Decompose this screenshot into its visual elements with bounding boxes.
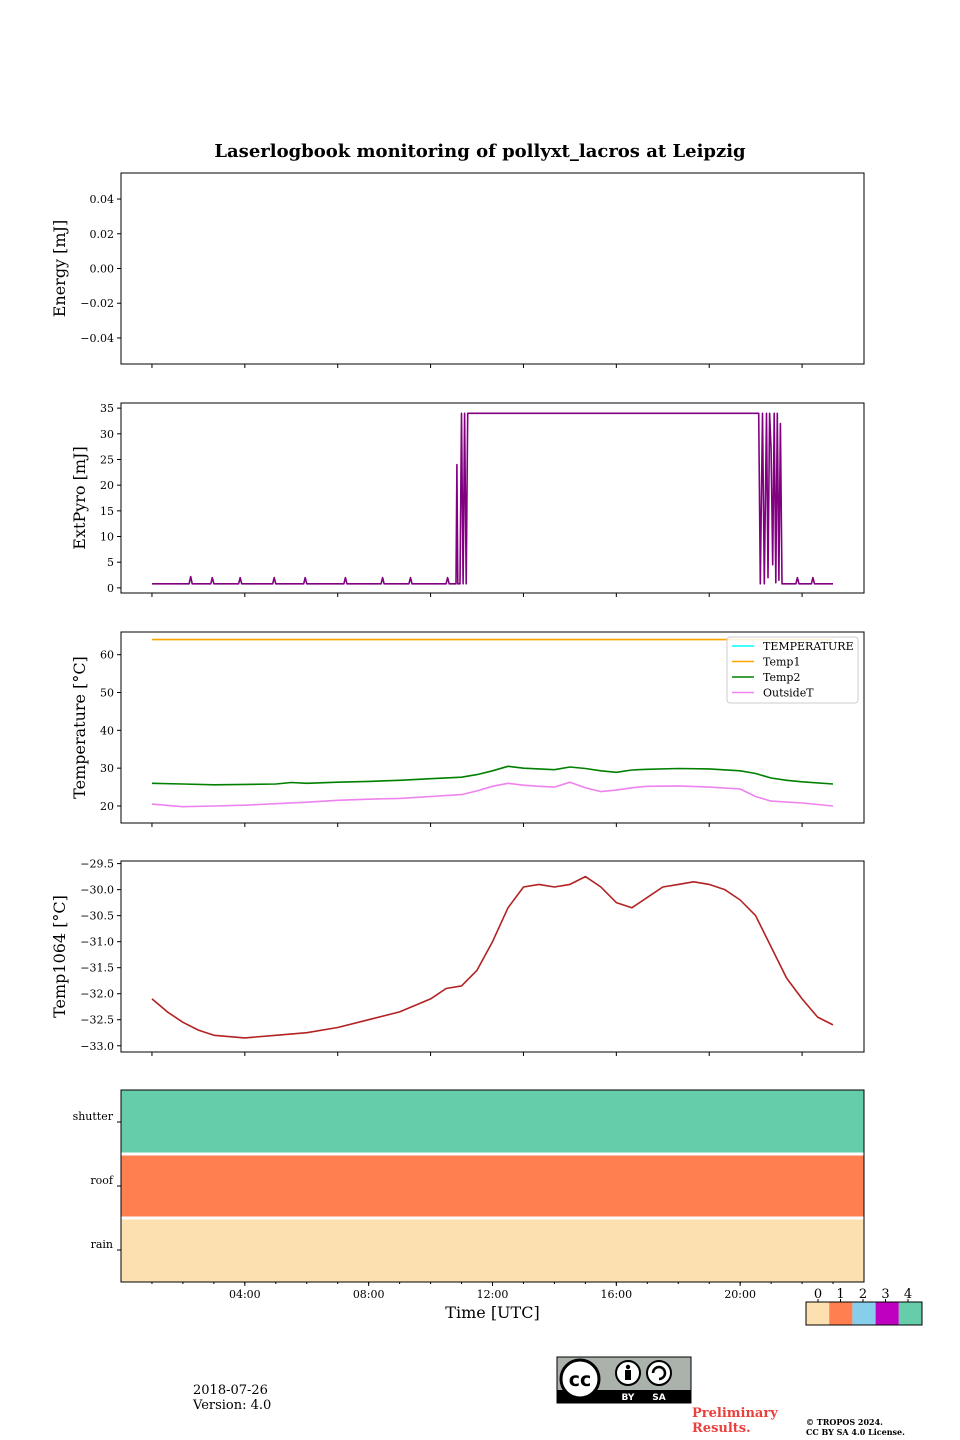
plot-frame — [120, 402, 865, 594]
y-tick-label: −31.0 — [80, 936, 114, 949]
preliminary-line-1: Preliminary — [692, 1406, 778, 1421]
colorbar-label-0: 0 — [814, 1287, 822, 1302]
preliminary-notice: Preliminary Results. — [692, 1406, 778, 1436]
y-tick-label: 60 — [100, 649, 114, 662]
status-row-roof — [121, 1154, 864, 1218]
status-label-roof: roof — [90, 1174, 114, 1187]
series-line-outsidet — [151, 781, 834, 808]
cc-letters: cc — [569, 1369, 592, 1391]
plot-frame — [120, 631, 865, 824]
y-tick-label: 5 — [107, 556, 114, 569]
colorbar-segment-2 — [852, 1302, 876, 1325]
y-tick-label: 10 — [100, 531, 114, 544]
colorbar-segment-1 — [829, 1302, 853, 1325]
legend-label-outsidet: OutsideT — [763, 687, 814, 700]
y-tick-label: −31.5 — [80, 962, 114, 975]
y-tick-label: 30 — [100, 428, 114, 441]
y-tick-label: 20 — [100, 479, 114, 492]
y-tick-label: −33.0 — [80, 1040, 114, 1053]
colorbar-label-1: 1 — [836, 1287, 844, 1302]
y-tick-label: 30 — [100, 762, 114, 775]
sa-share-icon — [646, 1360, 672, 1386]
y-tick-label: −30.0 — [80, 884, 114, 897]
person-body — [625, 1370, 631, 1380]
badge-text-sa: SA — [652, 1393, 665, 1403]
page-title: Laserlogbook monitoring of pollyxt_lacro… — [214, 141, 746, 162]
x-tick-label: 16:00 — [600, 1288, 632, 1301]
plot-frame — [120, 860, 865, 1053]
x-tick-label: 20:00 — [724, 1288, 756, 1301]
y-tick-label: −32.0 — [80, 988, 114, 1001]
colorbar-label-4: 4 — [904, 1287, 912, 1302]
legend: TEMPERATURE Temp1 Temp2 OutsideT — [726, 636, 859, 704]
y-tick-label: 0 — [107, 582, 114, 595]
colorbar-label-3: 3 — [881, 1287, 889, 1302]
y-tick-label: 0.00 — [90, 263, 115, 276]
x-tick-label: 04:00 — [229, 1288, 261, 1301]
y-tick-label: 25 — [100, 453, 114, 466]
x-tick-label: 08:00 — [353, 1288, 385, 1301]
footer-date: 2018-07-26 — [193, 1383, 268, 1398]
y-axis-label: Temp1064 [°C] — [50, 895, 69, 1018]
y-tick-label: 15 — [100, 505, 114, 518]
y-tick-label: 40 — [100, 724, 114, 737]
badge-text-by: BY — [622, 1393, 635, 1403]
y-tick-label: 35 — [100, 402, 114, 415]
y-tick-label: −0.02 — [80, 297, 114, 310]
cc-circle-icon — [559, 1358, 601, 1400]
y-axis-label: Energy [mJ] — [50, 220, 69, 318]
legend-label-temp1: Temp1 — [763, 656, 800, 669]
panel-2: 0 5 10 15 20 25 30 35 ExtPyro [mJ] — [70, 402, 865, 597]
y-tick-label: 0.02 — [90, 228, 115, 241]
series-line-temp1064 — [151, 875, 834, 1039]
share-arc — [651, 1365, 667, 1381]
copyright-line-2: CC BY SA 4.0 License. — [806, 1427, 905, 1437]
copyright-notice: © TROPOS 2024. CC BY SA 4.0 License. — [806, 1417, 905, 1437]
plot-frame — [120, 172, 865, 365]
panel-4: −29.5 −30.0 −30.5 −31.0 −31.5 −32.0 −32.5 −33.0… — [50, 858, 865, 1056]
status-row-rain — [121, 1218, 864, 1282]
series-line-extpyro — [152, 412, 833, 585]
legend-box — [726, 636, 859, 704]
colorbar-label-2: 2 — [859, 1287, 867, 1302]
status-panel: shutter roof rain 04:00 08:00 12:00 16:00 20:00… — [73, 1089, 923, 1326]
person-head — [625, 1364, 631, 1370]
y-tick-label: −0.04 — [80, 332, 114, 345]
legend-label-temperature: TEMPERATURE — [763, 640, 854, 653]
colorbar-frame — [805, 1301, 923, 1326]
status-row-shutter — [121, 1090, 864, 1154]
y-tick-label: 20 — [100, 800, 114, 813]
y-tick-label: −29.5 — [80, 858, 114, 871]
panel-1: 0.04 0.02 0.00 −0.02 −0.04 Energy [mJ] — [50, 172, 865, 368]
x-axis-label: Time [UTC] — [445, 1303, 539, 1322]
footer-version: Version: 4.0 — [193, 1398, 272, 1413]
colorbar-segment-3 — [875, 1302, 899, 1325]
status-label-shutter: shutter — [73, 1110, 114, 1123]
colorbar-segment-4 — [898, 1302, 922, 1325]
copyright-line-1: © TROPOS 2024. — [806, 1417, 883, 1427]
y-tick-label: 50 — [100, 687, 114, 700]
y-axis-label: Temperature [°C] — [70, 656, 89, 799]
y-tick-label: 0.04 — [90, 193, 115, 206]
y-axis-label: ExtPyro [mJ] — [70, 446, 89, 549]
colorbar-segment-0 — [806, 1302, 830, 1325]
y-tick-label: −30.5 — [80, 910, 114, 923]
y-tick-label: −32.5 — [80, 1014, 114, 1027]
preliminary-line-2: Results. — [692, 1421, 751, 1436]
panel-3: 20 30 40 50 60 Temperature [°C] TEMPERATURE Tem… — [70, 631, 865, 827]
legend-label-temp2: Temp2 — [763, 671, 800, 684]
x-tick-label: 12:00 — [477, 1288, 509, 1301]
status-label-rain: rain — [91, 1238, 113, 1251]
cc-by-sa-icon: cc BY SA — [556, 1356, 692, 1404]
series-line-temp2 — [151, 765, 834, 786]
